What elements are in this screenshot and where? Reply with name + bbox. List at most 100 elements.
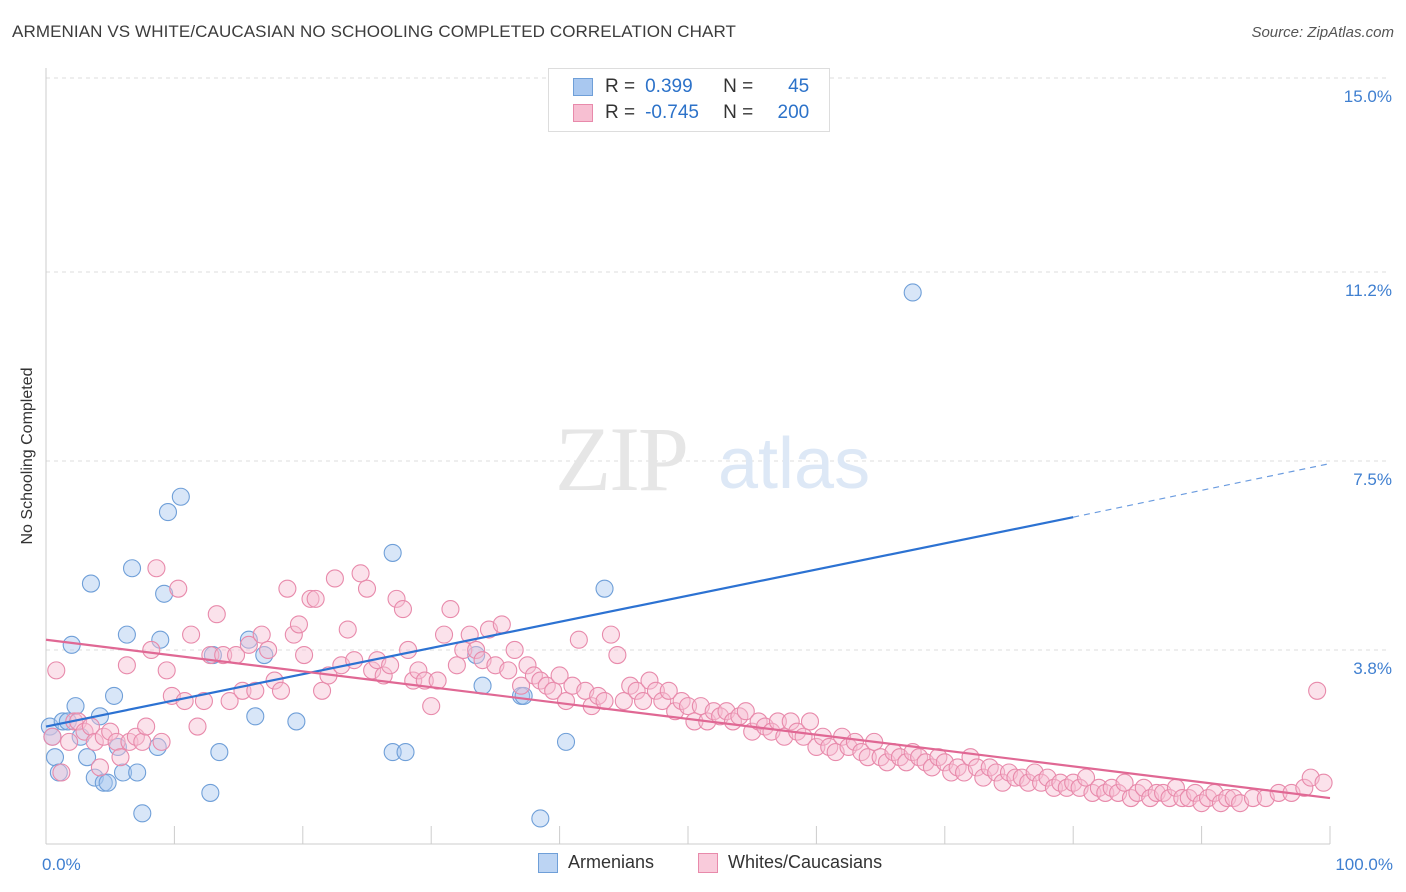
- legend-row-whites: R = -0.745 N = 200: [573, 100, 809, 126]
- white-point: [107, 732, 126, 751]
- y-tick-label: 15.0%: [1344, 87, 1392, 106]
- white-point: [569, 630, 588, 649]
- source-credit: Source: ZipAtlas.com: [1251, 24, 1394, 41]
- armenian-point: [81, 574, 100, 593]
- white-point: [284, 625, 303, 644]
- armenian-point: [62, 635, 81, 654]
- white-point: [381, 656, 400, 675]
- armenian-point: [122, 559, 142, 578]
- series-swatch-armenians: [538, 852, 558, 873]
- white-point: [627, 681, 646, 700]
- white-point: [1115, 773, 1134, 792]
- armenian-trend-line: [45, 516, 1074, 728]
- watermark-atlas: atlas: [718, 424, 870, 504]
- tick-labels: 3.8% 7.5% 11.2% 15.0% 0.0% 100.0%: [42, 87, 1393, 874]
- armenian-point: [78, 748, 97, 767]
- white-point: [518, 656, 537, 675]
- white-point: [800, 712, 820, 731]
- armenian-point: [128, 763, 147, 782]
- white-point: [544, 681, 563, 700]
- correlation-legend: R = 0.399 N = 45 R = -0.745 N = 200: [548, 68, 830, 132]
- white-point: [43, 727, 62, 746]
- armenian-point: [45, 748, 65, 767]
- y-axis-label: No Schooling Completed: [19, 367, 36, 545]
- armenian-point: [94, 773, 113, 792]
- white-point: [505, 640, 524, 659]
- white-point: [278, 579, 297, 598]
- armenian-point: [287, 712, 306, 731]
- white-point: [393, 600, 413, 619]
- armenian-point: [556, 732, 576, 751]
- white-point: [111, 748, 130, 767]
- white-point: [422, 697, 441, 716]
- legend-n-value: 200: [777, 102, 810, 123]
- white-point: [499, 661, 518, 680]
- white-point: [60, 732, 79, 751]
- white-point: [646, 681, 665, 700]
- white-point: [357, 579, 377, 598]
- white-point: [1308, 681, 1327, 700]
- white-point: [967, 758, 986, 777]
- white-point: [188, 717, 207, 736]
- white-point: [52, 763, 71, 782]
- white-point: [858, 748, 877, 767]
- white-point: [640, 671, 659, 690]
- white-point: [271, 681, 291, 700]
- trend-lines: [45, 462, 1331, 800]
- x-tick-label-start: 0.0%: [42, 855, 81, 874]
- armenian-point: [171, 487, 190, 506]
- white-point: [434, 625, 454, 644]
- series-legend-armenians: Armenians: [538, 852, 654, 873]
- armenian-point: [595, 579, 614, 598]
- white-point: [207, 605, 226, 624]
- axes: [45, 68, 1331, 845]
- white-point: [90, 758, 109, 777]
- white-point: [512, 676, 531, 695]
- armenian-point: [396, 743, 415, 762]
- armenian-point: [66, 697, 85, 716]
- white-point: [137, 717, 156, 736]
- white-point: [781, 712, 800, 731]
- legend-r-label: R =: [605, 76, 636, 97]
- white-point: [289, 615, 308, 634]
- white-point: [157, 661, 176, 680]
- armenian-point: [383, 543, 402, 562]
- white-point: [338, 620, 357, 639]
- white-point: [133, 732, 152, 751]
- armenian-point: [98, 773, 117, 792]
- white-point: [313, 681, 332, 700]
- chart-title: ARMENIAN VS WHITE/CAUCASIAN NO SCHOOLING…: [12, 22, 737, 41]
- armenian-trend-extension: [1073, 462, 1331, 518]
- white-point: [325, 569, 344, 588]
- white-point: [117, 656, 136, 675]
- legend-r-value: -0.745: [645, 102, 699, 123]
- legend-r-value: 0.399: [645, 76, 693, 97]
- x-tick-label-end: 100.0%: [1335, 855, 1393, 874]
- y-tick-label: 3.8%: [1353, 659, 1392, 678]
- white-point: [239, 635, 258, 654]
- white-point: [608, 646, 627, 665]
- legend-row-armenians: R = 0.399 N = 45: [573, 74, 809, 100]
- white-point: [614, 691, 633, 711]
- grid-lines: [46, 77, 1390, 651]
- armenian-point: [201, 783, 220, 802]
- white-point: [1295, 778, 1314, 797]
- white-point: [306, 589, 325, 608]
- armenian-point: [113, 763, 133, 782]
- series-swatch-whites: [698, 852, 718, 873]
- armenian-point: [105, 686, 124, 705]
- white-point: [736, 702, 755, 721]
- white-point: [47, 661, 66, 680]
- white-point: [301, 589, 320, 608]
- white-point: [601, 625, 621, 644]
- legend-r-label: R =: [605, 102, 636, 123]
- series-legend: Armenians Whites/Caucasians: [0, 852, 1406, 878]
- white-point: [175, 691, 194, 711]
- white-point: [550, 666, 569, 685]
- white-point: [467, 640, 486, 659]
- white-point: [1076, 768, 1096, 787]
- legend-swatch-armenians: [573, 78, 593, 96]
- white-point: [634, 691, 653, 711]
- data-points: [40, 283, 1333, 828]
